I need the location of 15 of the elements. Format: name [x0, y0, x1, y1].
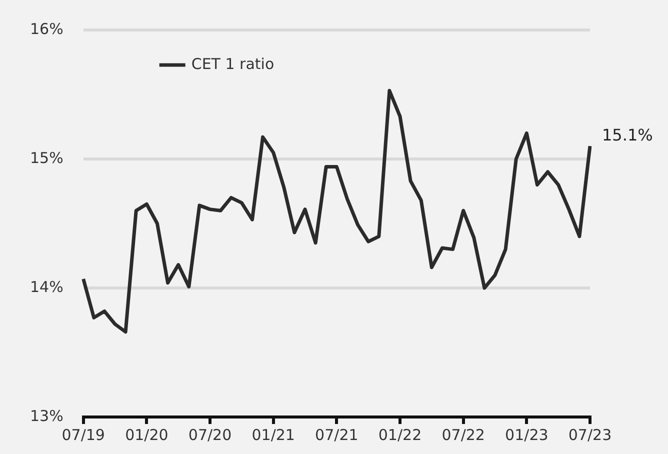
x-tick-label: 01/23 [505, 426, 548, 444]
x-tick-label: 07/22 [442, 426, 485, 444]
x-tick-label: 01/20 [125, 426, 168, 444]
x-tick-label: 07/20 [188, 426, 232, 444]
y-tick-label: 14% [30, 278, 64, 296]
y-tick-label: 16% [30, 20, 64, 38]
x-tick-label: 01/22 [378, 426, 422, 444]
x-tick-label: 07/21 [315, 426, 358, 444]
y-tick-label: 13% [30, 406, 64, 425]
x-tick-label: 07/23 [568, 426, 612, 444]
annotation: 15.1% [602, 125, 653, 144]
y-tick-label: 15% [30, 148, 64, 167]
legend-label: CET 1 ratio [191, 54, 274, 73]
x-tick-label: 01/21 [252, 426, 295, 444]
x-tick-label: 07/19 [62, 426, 105, 444]
